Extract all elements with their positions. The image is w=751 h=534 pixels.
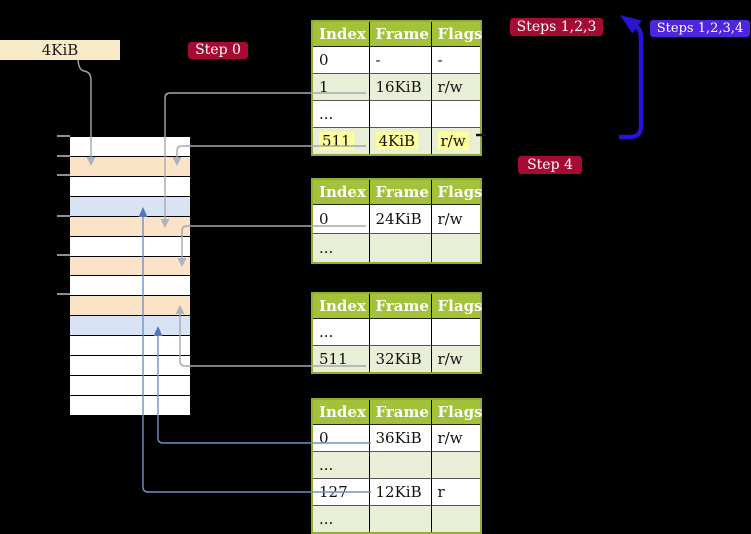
cell-index: 127: [312, 478, 369, 506]
cell-flags: r: [430, 478, 481, 506]
cell-index: ...: [312, 505, 369, 533]
table-row: ...: [312, 233, 481, 263]
cell-frame: 36KiB: [368, 424, 431, 452]
cell-index: 0: [312, 424, 369, 452]
table-row: 1 16KiB r/w: [312, 73, 481, 101]
memory-frame-row-white: [70, 236, 190, 257]
column-header-frame: Frame: [368, 293, 431, 319]
memory-frame-row-white: [70, 176, 190, 197]
header-row: Index Frame Flags: [312, 21, 483, 47]
memory-frame-row-white: [70, 356, 190, 377]
column-header-index: Index: [312, 21, 369, 47]
cell-frame: [368, 318, 431, 346]
column-header-index: Index: [312, 293, 369, 319]
column-header-frame: Frame: [368, 179, 431, 205]
cell-flags: r/w: [430, 424, 481, 452]
header-row: Index Frame Flags: [312, 399, 483, 425]
memory-frame-row-peach: [70, 216, 190, 237]
memory-frame-row-blue: [70, 316, 190, 337]
cell-index: 511: [312, 127, 369, 155]
cell-flags: r/w: [430, 73, 481, 101]
address-tick: [57, 293, 70, 295]
column-header-frame: Frame: [368, 399, 431, 425]
cell-frame: [368, 505, 431, 533]
cell-flags: r/w: [430, 204, 481, 234]
highlighted-value: 511: [319, 132, 354, 150]
cell-index: ...: [312, 100, 369, 128]
table-row: 0 36KiB r/w: [312, 424, 481, 452]
header-row: Index Frame Flags: [312, 293, 483, 319]
column-header-flags: Flags: [430, 399, 483, 425]
cell-frame: [368, 100, 431, 128]
cell-frame: 16KiB: [368, 73, 431, 101]
page-table-3: Index Frame Flags... 511 32KiB r/w: [311, 292, 483, 374]
table-row: 127 12KiB r: [312, 478, 481, 506]
table-row: ...: [312, 318, 481, 346]
cell-index: ...: [312, 233, 369, 263]
header-row: Index Frame Flags: [312, 179, 483, 205]
memory-frame-row-peach: [70, 156, 190, 177]
table-row: 511 4KiB r/w: [312, 127, 481, 155]
cell-flags: r/w: [430, 345, 481, 373]
cell-frame: 24KiB: [368, 204, 431, 234]
page-table-1: Index Frame Flags 0- -1 16KiB r/w... 511 4KiB r/w: [311, 20, 483, 156]
column-header-index: Index: [312, 399, 369, 425]
cell-index: 0: [312, 204, 369, 234]
cell-index: ...: [312, 318, 369, 346]
memory-frame-row-white: [70, 395, 190, 415]
memory-frame-row-white: [70, 336, 190, 357]
cell-frame: 12KiB: [368, 478, 431, 506]
memory-frame-row-white: [70, 276, 190, 297]
address-tick: [57, 254, 70, 256]
table-row: ...: [312, 100, 481, 128]
cell-flags: -: [430, 46, 481, 74]
table-row: 0--: [312, 46, 481, 74]
badge-step-4: Step 4: [518, 156, 582, 174]
cell-frame: [368, 451, 431, 479]
memory-frame-row-peach: [70, 296, 190, 317]
cell-flags: [430, 318, 481, 346]
address-tick: [57, 215, 70, 217]
cell-index: ...: [312, 451, 369, 479]
memory-frame-row-white: [70, 137, 190, 157]
badge-step-0: Step 0: [188, 42, 248, 59]
column-header-index: Index: [312, 179, 369, 205]
highlighted-value: r/w: [437, 132, 469, 150]
column-header-frame: Frame: [368, 21, 431, 47]
address-tick: [57, 135, 70, 137]
cell-frame: [368, 233, 431, 263]
physical-memory-column: [70, 137, 190, 415]
column-header-flags: Flags: [430, 293, 483, 319]
table-row: ...: [312, 451, 481, 479]
address-tick: [57, 155, 70, 157]
page-table-4: Index Frame Flags 0 36KiB r/w... 127 12KiB r...: [311, 398, 483, 534]
badge-steps-1-2-3: Steps 1,2,3: [510, 18, 603, 36]
memory-frame-row-white: [70, 376, 190, 396]
cell-index: 511: [312, 345, 369, 373]
table-row: 511 32KiB r/w: [312, 345, 481, 373]
cell-frame: 32KiB: [368, 345, 431, 373]
cell-frame: 4KiB: [368, 127, 431, 155]
memory-frame-row-peach: [70, 256, 190, 277]
cell-frame: -: [368, 46, 431, 74]
badge-steps-1-2-3-4: Steps 1,2,3,4: [650, 20, 750, 37]
highlighted-value: 4KiB: [375, 132, 419, 150]
big-blue-loop-arrow: [619, 15, 644, 140]
cell-index: 0: [312, 46, 369, 74]
address-tick: [57, 174, 70, 176]
cell-flags: [430, 100, 481, 128]
cell-flags: r/w: [430, 127, 481, 155]
table-row: 0 24KiB r/w: [312, 204, 481, 234]
memory-frame-row-blue: [70, 196, 190, 217]
column-header-flags: Flags: [430, 179, 483, 205]
frame-size-label: 4KiB: [0, 40, 120, 60]
cell-index: 1: [312, 73, 369, 101]
cell-flags: [430, 451, 481, 479]
cell-flags: [430, 233, 481, 263]
column-header-flags: Flags: [430, 21, 483, 47]
cell-flags: [430, 505, 481, 533]
page-table-2: Index Frame Flags 0 24KiB r/w...: [311, 178, 483, 264]
table-row: ...: [312, 505, 481, 533]
